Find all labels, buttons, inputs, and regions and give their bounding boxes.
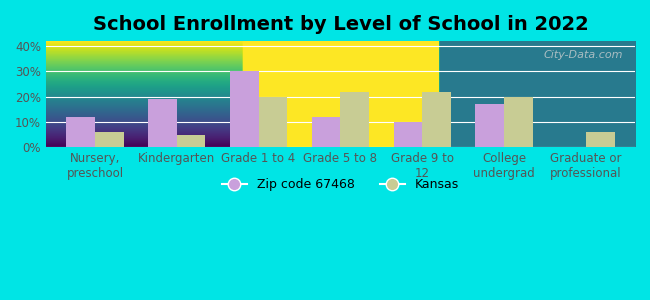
Title: School Enrollment by Level of School in 2022: School Enrollment by Level of School in … (92, 15, 588, 34)
Bar (341, 92, 369, 147)
Bar (230, 71, 259, 147)
Bar (475, 104, 504, 147)
Text: City-Data.com: City-Data.com (543, 50, 623, 60)
Bar (586, 132, 614, 147)
Legend: Zip code 67468, Kansas: Zip code 67468, Kansas (217, 173, 464, 196)
Bar (95, 132, 124, 147)
Bar (177, 134, 205, 147)
Bar (66, 117, 95, 147)
Bar (422, 92, 451, 147)
Bar (259, 97, 287, 147)
Bar (312, 117, 341, 147)
Bar (504, 97, 533, 147)
Bar (394, 122, 422, 147)
Bar (148, 99, 177, 147)
